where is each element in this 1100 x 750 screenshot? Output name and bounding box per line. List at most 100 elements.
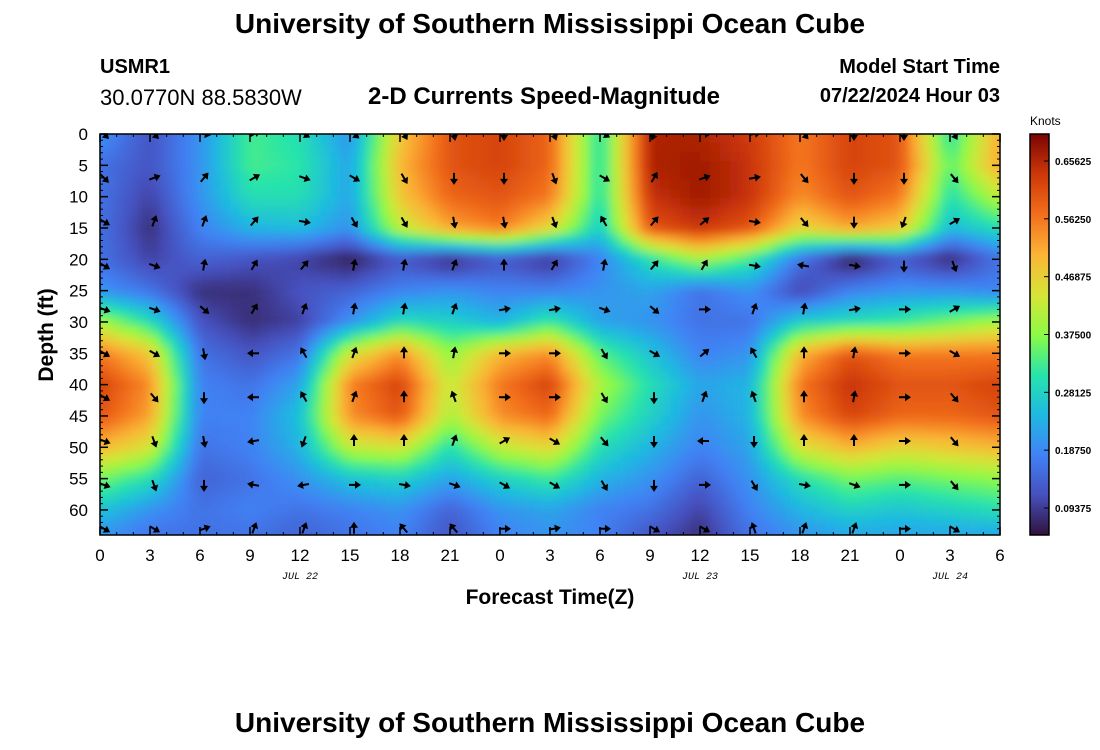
heatmap-cell	[790, 480, 801, 491]
heatmap-cell	[840, 489, 851, 500]
heatmap-cell	[730, 425, 741, 436]
heatmap-cell	[720, 425, 731, 436]
heatmap-cell	[860, 197, 871, 208]
heatmap-cell	[600, 152, 611, 162]
heatmap-cell	[520, 152, 531, 162]
heatmap-cell	[130, 370, 141, 381]
heatmap-cell	[940, 334, 951, 345]
heatmap-cell	[1000, 435, 1011, 445]
heatmap-cell	[340, 161, 351, 172]
heatmap-cell	[850, 225, 861, 235]
heatmap-cell	[130, 343, 141, 354]
current-vector-arrow	[250, 522, 259, 534]
heatmap-cell	[320, 352, 331, 363]
heatmap-cell	[190, 225, 201, 235]
heatmap-cell	[100, 389, 101, 399]
heatmap-cell	[110, 452, 121, 463]
heatmap-cell	[320, 152, 331, 162]
heatmap-cell	[390, 462, 401, 472]
heatmap-cell	[330, 343, 341, 354]
heatmap-cell	[890, 480, 901, 491]
heatmap-cell	[540, 452, 551, 463]
heatmap-cell	[830, 407, 841, 418]
heatmap-cell	[380, 225, 391, 235]
heatmap-cell	[930, 225, 941, 235]
heatmap-cell	[460, 507, 471, 518]
heatmap-cell	[460, 389, 471, 399]
heatmap-cell	[1000, 143, 1011, 153]
current-vector-arrow	[950, 436, 959, 447]
heatmap-cell	[820, 298, 831, 308]
heatmap-cell	[530, 279, 541, 290]
heatmap-cell	[320, 197, 331, 208]
heatmap-cell	[590, 489, 601, 500]
heatmap-cell	[680, 389, 691, 399]
heatmap-cell	[420, 288, 431, 299]
heatmap-cell	[800, 407, 811, 418]
heatmap-cell	[250, 535, 261, 545]
heatmap-cell	[790, 216, 801, 226]
heatmap-cell	[650, 389, 661, 399]
heatmap-cell	[250, 370, 261, 381]
heatmap-cell	[540, 507, 551, 518]
heatmap-cell	[610, 188, 621, 199]
heatmap-cell	[840, 316, 851, 326]
heatmap-cell	[910, 407, 921, 418]
heatmap-cell	[220, 489, 231, 500]
heatmap-cell	[250, 161, 261, 172]
heatmap-cell	[710, 143, 721, 153]
heatmap-cell	[850, 288, 861, 299]
heatmap-cell	[970, 298, 981, 308]
heatmap-cell	[590, 361, 601, 372]
heatmap-cell	[290, 507, 301, 518]
heatmap-cell	[500, 416, 511, 427]
heatmap-cell	[870, 170, 881, 181]
heatmap-cell	[790, 188, 801, 199]
y-tick-label: 35	[69, 344, 88, 363]
heatmap-cell	[160, 298, 171, 308]
heatmap-cell	[200, 370, 211, 381]
heatmap-cell	[260, 134, 271, 135]
heatmap-cell	[340, 307, 351, 317]
heatmap-cell	[780, 443, 791, 454]
heatmap-cell	[400, 443, 411, 454]
heatmap-cell	[890, 535, 901, 545]
heatmap-cell	[610, 389, 621, 399]
heatmap-cell	[860, 489, 871, 500]
current-vector-arrow	[400, 216, 408, 228]
heatmap-cell	[600, 361, 611, 372]
heatmap-cell	[370, 197, 381, 208]
heatmap-cell	[480, 161, 491, 172]
heatmap-cell	[710, 416, 721, 427]
heatmap-cell	[590, 471, 601, 481]
heatmap-cell	[650, 334, 661, 345]
heatmap-cell	[540, 535, 551, 545]
heatmap-cell	[790, 225, 801, 235]
heatmap-cell	[250, 516, 261, 527]
heatmap-cell	[430, 298, 441, 308]
heatmap-cell	[350, 471, 361, 481]
heatmap-cell	[540, 316, 551, 326]
heatmap-cell	[220, 361, 231, 372]
heatmap-cell	[840, 507, 851, 518]
heatmap-cell	[970, 434, 981, 445]
heatmap-cell	[250, 452, 261, 463]
heatmap-cell	[580, 498, 591, 509]
heatmap-cell	[470, 134, 481, 144]
heatmap-cell	[640, 252, 651, 263]
heatmap-cell	[310, 252, 321, 263]
heatmap-cell	[550, 462, 561, 472]
heatmap-cell	[730, 380, 741, 390]
heatmap-cell	[500, 252, 511, 263]
heatmap-cell	[920, 279, 931, 290]
heatmap-cell	[830, 161, 841, 172]
heatmap-cell	[690, 206, 701, 217]
heatmap-cell	[840, 152, 851, 162]
heatmap-cell	[710, 425, 721, 436]
heatmap-cell	[460, 325, 471, 336]
heatmap-cell	[650, 425, 661, 436]
heatmap-cell	[970, 471, 981, 481]
heatmap-cell	[300, 252, 311, 263]
heatmap-cell	[370, 216, 381, 226]
heatmap-cell	[480, 270, 491, 281]
